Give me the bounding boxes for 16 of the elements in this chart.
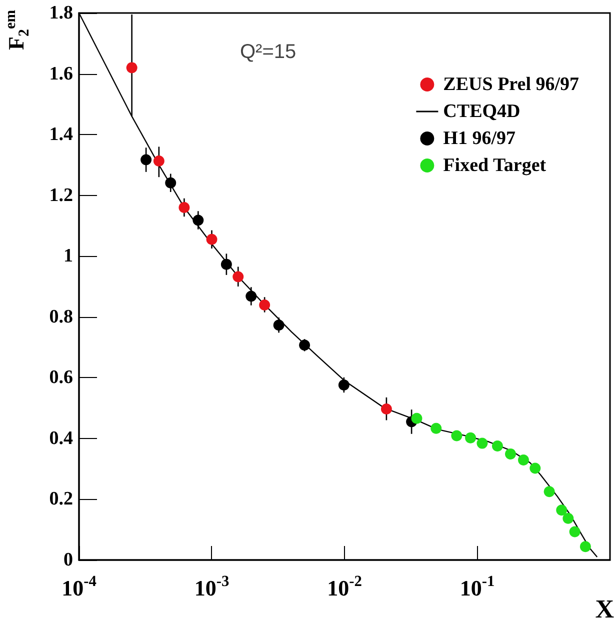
legend-label: CTEQ4D xyxy=(443,101,520,122)
legend-label: Fixed Target xyxy=(443,155,547,176)
y-tick-label: 0.8 xyxy=(49,306,73,328)
legend-label: H1 96/97 xyxy=(443,128,516,149)
y-tick-label: 1 xyxy=(64,246,73,267)
annotation: Q²=15 xyxy=(240,41,296,63)
x-axis-title: X xyxy=(595,594,614,624)
y-tick-label: 1.6 xyxy=(49,63,73,84)
y-tick-label: 0.2 xyxy=(49,488,73,510)
y-tick-label: 1.8 xyxy=(49,2,73,24)
y-tick-label: 0 xyxy=(64,550,73,570)
y-tick-label: 0.4 xyxy=(49,428,74,449)
y-tick-label: 1.2 xyxy=(49,184,73,206)
y-tick-label: 0.6 xyxy=(49,367,73,388)
y-tick-label: 1.4 xyxy=(49,124,74,146)
legend-label: ZEUS Prel 96/97 xyxy=(443,74,580,95)
